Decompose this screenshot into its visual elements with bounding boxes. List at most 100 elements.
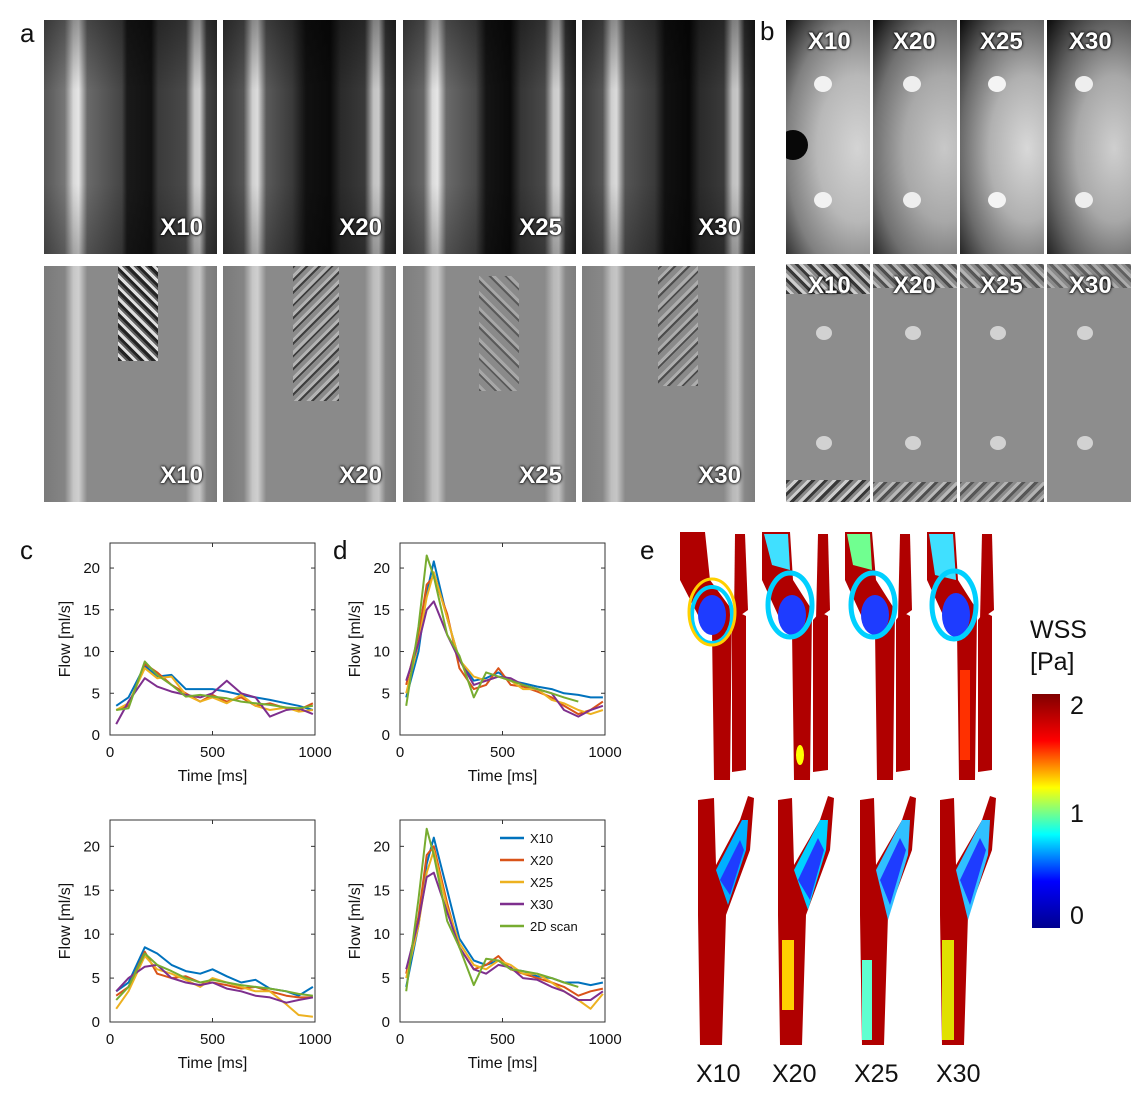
colorbar-tick-2: 2 [1070, 692, 1084, 720]
y-axis-label: Flow [ml/s] [57, 883, 74, 959]
legend-entry: 2D scan [530, 919, 578, 934]
series-line-x10 [115, 664, 314, 711]
vessel-top-x30 [927, 532, 994, 780]
mri-cross-phase-x30: X30 [1047, 264, 1131, 502]
y-tick-label: 0 [382, 1014, 390, 1031]
y-tick-label: 0 [92, 1014, 100, 1031]
series-line-x30 [405, 871, 604, 1001]
mri-cross-magnitude-x20: X20 [873, 20, 957, 254]
y-tick-label: 15 [83, 602, 100, 619]
scan-label: X30 [1069, 28, 1112, 55]
vessel-bottom-x30 [940, 796, 996, 1045]
colorbar-title-line1: WSS [1030, 616, 1087, 644]
x-tick-label: 1000 [298, 1031, 331, 1048]
scan-label: X25 [519, 214, 562, 241]
x-axis-label: Time [ms] [468, 1055, 538, 1072]
y-tick-label: 0 [382, 727, 390, 744]
legend-entry: X10 [530, 831, 553, 846]
vessel-bottom-x20 [778, 796, 834, 1045]
series-line-x30 [115, 677, 314, 725]
x-tick-label: 0 [396, 1031, 404, 1048]
series-line-2d-scan [405, 554, 579, 706]
y-tick-label: 10 [83, 644, 100, 661]
legend-entry: X20 [530, 853, 553, 868]
y-tick-label: 15 [373, 602, 390, 619]
scan-label: X25 [980, 28, 1023, 55]
panel-label-e: e [640, 535, 655, 565]
mri-phase-x10: X10 [44, 266, 217, 502]
x-tick-label: 1000 [588, 744, 621, 761]
x-tick-label: 0 [106, 744, 114, 761]
vessel-bottom-x25 [860, 796, 916, 1045]
y-axis-label: Flow [ml/s] [57, 601, 74, 677]
scan-label: X20 [339, 462, 382, 489]
scan-label: X10 [160, 214, 203, 241]
wss-label-x30: X30 [936, 1060, 981, 1088]
vessel-bottom-x10 [698, 796, 754, 1045]
chart-flow-d-top: 0 500 1000 0 5 10 15 20 Time [ms] Flow [ml/s] [347, 542, 622, 785]
chart-flow-c-top: 0 500 1000 0 5 10 15 20 Time [ms] Flow [ml/s] [57, 542, 332, 785]
scan-label: X30 [1069, 272, 1112, 299]
mri-magnitude-x20: X20 [223, 20, 396, 254]
y-tick-label: 0 [92, 727, 100, 744]
mri-cross-magnitude-x10: X10 [786, 20, 870, 254]
y-tick-label: 20 [373, 560, 390, 577]
mri-magnitude-x25: X25 [403, 20, 576, 254]
mri-phase-x20: X20 [223, 266, 396, 502]
x-axis-label: Time [ms] [178, 768, 248, 785]
scan-label: X10 [808, 28, 851, 55]
mri-phase-x30: X30 [582, 266, 755, 502]
colorbar-tick-0: 0 [1070, 902, 1084, 930]
y-axis-label: Flow [ml/s] [347, 883, 364, 959]
series-line-2d-scan [116, 660, 314, 711]
panel-label-d: d [333, 535, 348, 565]
scan-label: X20 [893, 272, 936, 299]
scan-label: X30 [698, 462, 741, 489]
wss-label-x25: X25 [854, 1060, 899, 1088]
x-tick-label: 1000 [298, 744, 331, 761]
scan-label: X10 [160, 462, 203, 489]
x-tick-label: 0 [106, 1031, 114, 1048]
colorbar-title-line2: [Pa] [1030, 648, 1075, 676]
plot-frame [109, 819, 316, 1023]
mri-cross-magnitude-x25: X25 [960, 20, 1044, 254]
scan-label: X20 [339, 214, 382, 241]
mri-magnitude-x10: X10 [44, 20, 217, 254]
y-axis-label: Flow [ml/s] [347, 601, 364, 677]
scan-label: X25 [980, 272, 1023, 299]
x-tick-label: 0 [396, 744, 404, 761]
chart-flow-c-bottom: 0 500 1000 0 5 10 15 20 Time [ms] Flow [ml/s] [57, 819, 332, 1072]
x-axis-label: Time [ms] [468, 768, 538, 785]
legend-entry: X25 [530, 875, 553, 890]
scan-label: X10 [808, 272, 851, 299]
y-tick-label: 5 [92, 970, 100, 987]
mri-magnitude-x30: X30 [582, 20, 755, 254]
panel-label-b: b [760, 16, 775, 46]
wss-label-x10: X10 [696, 1060, 741, 1088]
x-axis-label: Time [ms] [178, 1055, 248, 1072]
x-tick-label: 500 [200, 1031, 225, 1048]
vessel-top-x25 [845, 532, 912, 780]
vessel-top-x10 [680, 532, 748, 780]
series-line-2d-scan [115, 952, 314, 1001]
mri-cross-phase-x25: X25 [960, 264, 1044, 502]
x-tick-label: 500 [200, 744, 225, 761]
panel-label-c: c [20, 535, 33, 565]
chart-flow-d-bottom: 0 500 1000 0 5 10 15 20 Time [ms] Flow [ml/s] X10 X… [347, 819, 622, 1072]
y-tick-label: 5 [382, 685, 390, 702]
series-line-2d-scan [405, 827, 579, 992]
wss-label-x20: X20 [772, 1060, 817, 1088]
legend-entry: X30 [530, 897, 553, 912]
mri-phase-x25: X25 [403, 266, 576, 502]
colorbar-gradient [1032, 694, 1060, 928]
y-tick-label: 10 [83, 926, 100, 943]
y-tick-label: 5 [92, 685, 100, 702]
y-tick-label: 5 [382, 970, 390, 987]
x-tick-label: 500 [490, 744, 515, 761]
y-tick-label: 15 [373, 882, 390, 899]
scan-label: X30 [698, 214, 741, 241]
scan-label: X20 [893, 28, 936, 55]
mri-cross-phase-x20: X20 [873, 264, 957, 502]
y-tick-label: 20 [373, 838, 390, 855]
panel-label-a: a [20, 18, 35, 48]
